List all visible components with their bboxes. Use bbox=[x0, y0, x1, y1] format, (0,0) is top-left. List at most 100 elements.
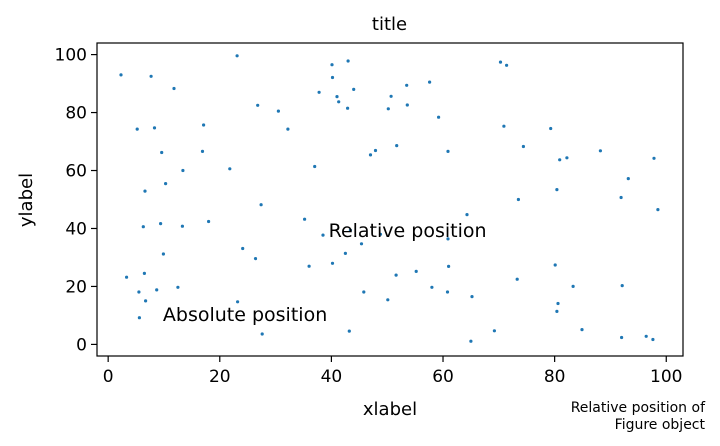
data-point bbox=[373, 148, 378, 153]
x-tick-label: 80 bbox=[544, 367, 566, 387]
data-point bbox=[337, 100, 341, 104]
data-point bbox=[276, 109, 280, 113]
data-point bbox=[346, 106, 350, 110]
data-point bbox=[555, 309, 559, 313]
absolute-position-annotation: Absolute position bbox=[163, 304, 327, 326]
figure-note-line2: Figure object bbox=[615, 417, 706, 433]
data-point bbox=[446, 237, 450, 241]
data-point bbox=[395, 144, 399, 148]
data-points bbox=[119, 54, 660, 343]
data-point bbox=[207, 219, 211, 224]
y-tick-label: 0 bbox=[76, 335, 87, 355]
data-point bbox=[437, 115, 441, 119]
data-point bbox=[307, 264, 311, 268]
data-point bbox=[430, 285, 434, 289]
data-point bbox=[502, 124, 506, 128]
data-point bbox=[555, 188, 559, 192]
data-point bbox=[556, 301, 560, 306]
data-point bbox=[644, 334, 648, 338]
data-point bbox=[202, 123, 206, 127]
x-tick-label: 20 bbox=[209, 367, 231, 387]
data-point bbox=[135, 127, 139, 131]
data-point bbox=[521, 144, 526, 149]
data-point bbox=[553, 263, 557, 267]
relative-position-annotation: Relative position bbox=[329, 220, 487, 242]
data-point bbox=[180, 224, 184, 228]
data-point bbox=[389, 94, 393, 98]
data-point bbox=[362, 290, 366, 294]
data-point bbox=[505, 63, 509, 67]
data-point bbox=[515, 277, 519, 281]
data-point bbox=[343, 251, 347, 255]
data-point bbox=[149, 74, 153, 78]
y-tick-label: 20 bbox=[65, 277, 87, 297]
data-point bbox=[620, 284, 624, 288]
data-point bbox=[172, 86, 176, 91]
data-point bbox=[236, 300, 240, 304]
y-tick-label: 60 bbox=[65, 162, 87, 182]
data-point bbox=[446, 149, 450, 153]
data-point bbox=[241, 246, 245, 251]
data-point bbox=[571, 284, 575, 288]
x-axis-label: xlabel bbox=[363, 399, 417, 420]
data-point bbox=[651, 337, 655, 342]
data-point bbox=[346, 59, 350, 63]
data-point bbox=[330, 75, 335, 80]
data-point bbox=[378, 232, 383, 236]
data-point bbox=[155, 288, 159, 292]
data-point bbox=[137, 316, 141, 320]
data-point bbox=[347, 329, 351, 333]
data-point bbox=[200, 149, 205, 153]
data-point bbox=[181, 168, 185, 173]
data-point bbox=[352, 87, 356, 91]
data-point bbox=[565, 156, 569, 160]
y-tick-label: 80 bbox=[65, 104, 87, 124]
x-tick-label: 40 bbox=[321, 367, 343, 387]
data-point bbox=[619, 195, 623, 200]
data-point bbox=[469, 339, 473, 343]
data-point bbox=[228, 167, 232, 171]
data-point bbox=[405, 83, 409, 87]
y-tick-label: 100 bbox=[55, 46, 87, 66]
data-point bbox=[164, 182, 168, 186]
data-point bbox=[394, 273, 398, 277]
data-point bbox=[405, 103, 409, 107]
data-point bbox=[317, 90, 321, 94]
data-point bbox=[303, 217, 307, 221]
y-tick-label: 40 bbox=[65, 219, 87, 239]
data-point bbox=[386, 107, 390, 111]
y-axis-label: ylabel bbox=[16, 173, 37, 227]
data-point bbox=[256, 103, 260, 107]
data-point bbox=[558, 158, 562, 162]
data-point bbox=[143, 189, 147, 193]
data-point bbox=[656, 208, 660, 212]
data-point bbox=[348, 228, 352, 232]
data-point bbox=[330, 261, 335, 265]
data-point bbox=[125, 275, 129, 279]
data-point bbox=[492, 329, 496, 333]
data-point bbox=[598, 149, 603, 153]
data-point bbox=[142, 271, 146, 275]
figure-note-line1: Relative position of bbox=[571, 400, 706, 416]
data-point bbox=[159, 222, 163, 226]
data-point bbox=[516, 197, 521, 202]
x-axis-ticks: 0 20 40 60 80 100 bbox=[103, 356, 682, 387]
data-point bbox=[414, 269, 418, 273]
data-point bbox=[465, 213, 469, 217]
data-point bbox=[580, 328, 584, 332]
data-point bbox=[253, 257, 258, 261]
data-point bbox=[470, 295, 474, 299]
data-point bbox=[286, 127, 290, 131]
data-point bbox=[161, 252, 165, 256]
data-point bbox=[119, 73, 123, 77]
data-point bbox=[359, 242, 364, 246]
x-tick-label: 0 bbox=[103, 367, 114, 387]
data-point bbox=[335, 95, 339, 99]
data-point bbox=[330, 63, 334, 67]
chart-title: title bbox=[372, 14, 407, 35]
x-tick-label: 100 bbox=[650, 367, 682, 387]
data-point bbox=[445, 290, 450, 294]
data-point bbox=[626, 177, 630, 181]
data-point bbox=[141, 225, 145, 229]
